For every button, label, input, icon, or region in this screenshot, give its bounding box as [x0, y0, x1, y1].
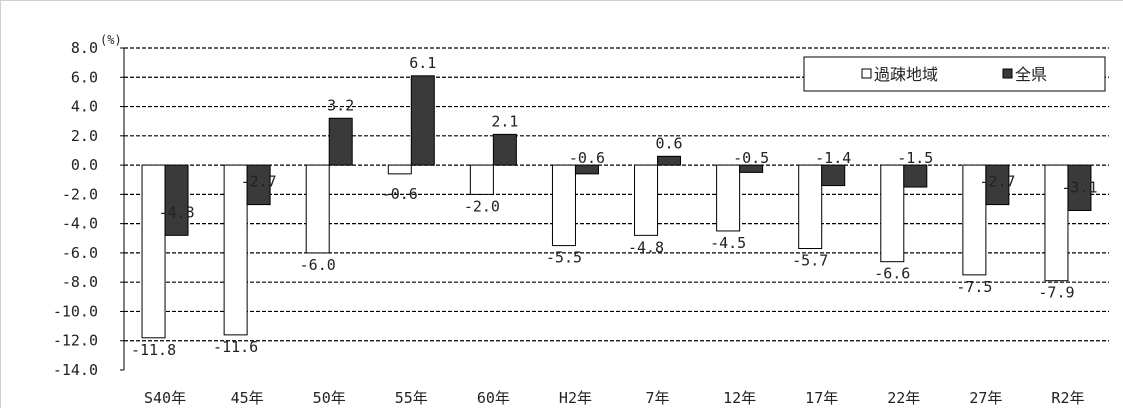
data-label: -6.6 [874, 265, 910, 283]
y-tick-label: -2.0 [62, 185, 98, 203]
bar-zenken [328, 117, 353, 166]
legend-swatch [1002, 68, 1013, 79]
y-tick-label: 6.0 [71, 68, 98, 86]
bar-kaso [880, 164, 905, 263]
x-tick-label: 55年 [395, 389, 428, 407]
bar-kaso [305, 164, 330, 254]
data-label: 0.6 [655, 134, 682, 152]
data-label: 3.2 [327, 96, 354, 114]
bar-zenken [492, 133, 517, 166]
legend-label: 全県 [1015, 65, 1047, 84]
bar-zenken [246, 164, 271, 206]
data-label: -6.0 [300, 256, 336, 274]
data-label: 2.1 [491, 112, 518, 130]
y-tick-label: 2.0 [71, 127, 98, 145]
bars [141, 75, 1092, 339]
x-tick-label: 7年 [646, 389, 670, 407]
x-tick-label: H2年 [559, 389, 592, 407]
data-label: -7.9 [1038, 284, 1074, 302]
x-tick-label: 17年 [805, 389, 838, 407]
data-label: -4.8 [158, 203, 194, 221]
legend-box [803, 56, 1106, 92]
x-tick-label: S40年 [144, 389, 186, 407]
y-unit-label: (%) [100, 33, 122, 47]
data-label: -0.6 [382, 185, 418, 203]
legend: 過疎地域 全県 [803, 56, 1106, 92]
x-tick-label: 50年 [313, 389, 346, 407]
bar-kaso [634, 164, 659, 236]
data-label: -5.5 [546, 249, 582, 267]
bar-zenken [410, 75, 435, 166]
x-tick-label: 60年 [477, 389, 510, 407]
bar-zenken [985, 164, 1010, 206]
bar-kaso [387, 164, 412, 175]
bar-kaso [962, 164, 987, 276]
grid-lines [124, 47, 1109, 342]
data-label: -2.7 [241, 173, 277, 191]
x-tick-label: R2年 [1051, 389, 1084, 407]
x-tick-label: 12年 [723, 389, 756, 407]
data-label: -7.5 [956, 278, 992, 296]
bar-kaso [716, 164, 741, 232]
bar-kaso [469, 164, 494, 195]
data-label: -0.5 [733, 149, 769, 167]
bar-zenken [903, 164, 928, 188]
bar-zenken [657, 155, 682, 166]
data-label: -0.6 [569, 149, 605, 167]
data-label: 6.1 [409, 54, 436, 72]
bar-kaso [1044, 164, 1069, 282]
data-label: -4.5 [710, 234, 746, 252]
y-tick-label: -10.0 [53, 302, 98, 320]
y-tick-label: 8.0 [71, 39, 98, 57]
y-tick-label: -14.0 [53, 361, 98, 379]
bar-kaso [798, 164, 823, 250]
data-label: -5.7 [792, 252, 828, 270]
y-tick-label: -8.0 [62, 273, 98, 291]
data-label: -2.0 [464, 197, 500, 215]
bar-zenken [574, 164, 599, 175]
bar-zenken [164, 164, 189, 236]
bar-kaso [551, 164, 576, 247]
data-label: -11.6 [213, 338, 258, 356]
bar-kaso [141, 164, 166, 339]
bar-zenken [821, 164, 846, 187]
data-label: -4.8 [628, 238, 664, 256]
y-tick-label: -6.0 [62, 244, 98, 262]
x-tick-label: 22年 [887, 389, 920, 407]
legend-swatch [861, 68, 872, 79]
data-labels: -11.8 -4.8 -11.6 -2.7 -6.0 3.2 -0.6 6.1 -2.0 2.1 -… [131, 54, 1098, 359]
y-tick-label: 0.0 [71, 156, 98, 174]
data-label: -3.1 [1061, 178, 1097, 196]
x-tick-label: 27年 [969, 389, 1002, 407]
data-label: -1.5 [897, 149, 933, 167]
y-tick-label: 4.0 [71, 98, 98, 116]
axes: 8.0 6.0 4.0 2.0 0.0 -2.0 -4.0 -6.0 -8.0 -10.0 -12.… [53, 33, 1085, 407]
legend-label: 過疎地域 [874, 65, 938, 84]
data-label: -1.4 [815, 149, 851, 167]
bar-kaso [223, 164, 248, 336]
data-label: -2.7 [979, 173, 1015, 191]
y-tick-label: -12.0 [53, 332, 98, 350]
x-tick-label: 45年 [231, 389, 264, 407]
bar-zenken [739, 164, 764, 173]
data-label: -11.8 [131, 341, 176, 359]
bar-zenken [1067, 164, 1092, 211]
y-tick-label: -4.0 [62, 215, 98, 233]
